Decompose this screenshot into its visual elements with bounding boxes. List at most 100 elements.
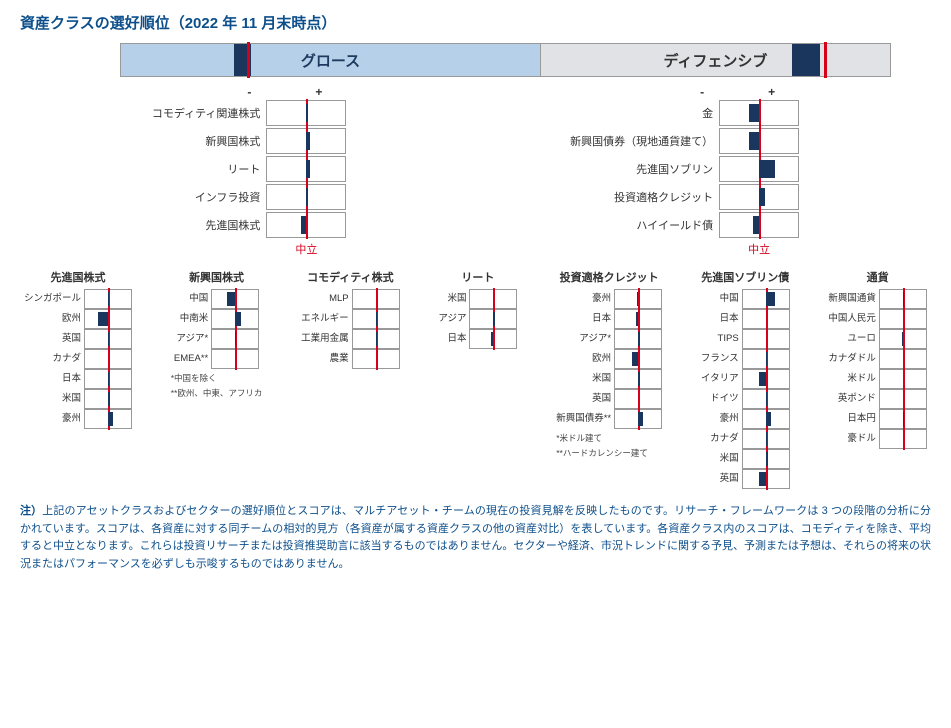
score-bar [902,332,903,346]
score-bar [491,332,493,346]
defensive-column: -+金新興国債券（現地通貨建て）先進国ソブリン投資適格クレジットハイイールド債中… [570,85,799,257]
score-bar [638,332,640,346]
score-bar [638,372,640,386]
panel-item-label: 英ポンド [828,389,876,409]
neutral-line [235,348,237,370]
panel-item-label: 工業用金属 [301,329,349,349]
score-cell [266,156,346,182]
plus-minus-header: -+ [700,85,775,99]
score-bar [903,292,904,306]
page-title: 資産クラスの選好順位（2022 年 11 月末時点） [20,12,931,33]
panel-item-label: 英国 [701,469,739,489]
panel-grid: 中国中南米アジア*EMEA** [174,289,259,369]
score-bar [98,312,108,326]
minus-label: - [700,85,704,99]
panel-grid: シンガポール欧州英国カナダ日本米国豪州 [24,289,132,429]
score-cell [211,349,259,369]
neutral-label: 中立 [266,241,346,257]
score-bar [903,412,904,426]
panel-title: 通貨 [867,269,889,285]
score-cell [84,329,132,349]
score-bar [759,188,765,206]
score-bar [759,160,775,178]
neutral-line [759,127,761,155]
score-bar [493,312,494,326]
score-bar [759,372,766,386]
minus-label: - [247,85,251,99]
score-bar [306,132,309,150]
panel-item-label: 中国人民元 [828,309,876,329]
panel-title: 先進国ソブリン債 [701,269,789,285]
panel-item-label: 英国 [556,389,611,409]
score-cell [742,429,790,449]
neutral-line [493,328,495,350]
neutral-line [376,288,378,310]
panel-item-label: ユーロ [828,329,876,349]
neutral-line [759,99,761,127]
panel-item-label: フランス [701,349,739,369]
asset-label: ハイイールド債 [636,217,719,233]
panel-cells [211,289,259,369]
score-cell [84,389,132,409]
panel-title: 先進国株式 [51,269,106,285]
panel-item-label: カナダドル [828,349,876,369]
top-defensive-segment: ディフェンシブ [540,43,891,77]
score-cell [84,369,132,389]
score-cell [879,429,927,449]
panel-labels: 豪州日本アジア*欧州米国英国新興国債券** [556,289,614,429]
score-cell [84,409,132,429]
asset-row: 投資適格クレジット [614,183,799,211]
score-cell [742,349,790,369]
defensive-red-marker [824,42,827,78]
panel-labels: シンガポール欧州英国カナダ日本米国豪州 [24,289,84,429]
score-cell [719,128,799,154]
panel-item-label: イタリア [701,369,739,389]
score-cell [352,309,400,329]
neutral-line [759,211,761,239]
panel-item-label: 日本円 [828,409,876,429]
score-bar [306,188,308,206]
detail-panel: 先進国株式シンガポール欧州英国カナダ日本米国豪州 [24,269,132,489]
asset-row: リート [227,155,346,183]
detail-panels: 先進国株式シンガポール欧州英国カナダ日本米国豪州新興国株式中国中南米アジア*EM… [24,269,927,489]
panel-item-label: 中国 [701,289,739,309]
panel-cells [84,289,132,429]
footnote-body: 上記のアセットクラスおよびセクターの選好順位とスコアは、マルチアセット・チームの… [20,505,931,570]
score-cell [719,156,799,182]
panel-item-label: 米国 [701,449,739,469]
score-cell [84,289,132,309]
detail-panel: 投資適格クレジット豪州日本アジア*欧州米国英国新興国債券***米ドル建て**ハー… [556,269,662,489]
asset-row: コモディティ関連株式 [152,99,347,127]
panel-item-label: アジア [438,309,466,329]
score-cell [614,409,662,429]
score-cell [742,369,790,389]
growth-column: -+コモディティ関連株式新興国株式リートインフラ投資先進国株式中立 [152,85,347,257]
asset-label: 先進国株式 [205,217,266,233]
neutral-line [306,211,308,239]
asset-label: リート [227,161,266,177]
score-bar [766,352,767,366]
detail-panel: コモディティ株式MLPエネルギー工業用金属農業 [301,269,400,489]
panel-grid: 新興国通貨中国人民元ユーロカナダドル米ドル英ポンド日本円豪ドル [828,289,927,449]
score-bar [235,312,241,326]
score-bar [766,392,767,406]
panel-item-label: 米国 [556,369,611,389]
plus-minus-header: -+ [247,85,322,99]
score-cell [266,212,346,238]
panel-cells [352,289,400,369]
neutral-line [903,388,905,410]
score-cell [469,309,517,329]
neutral-line [108,308,110,330]
score-bar [306,160,309,178]
asset-label: 投資適格クレジット [614,189,719,205]
panel-item-label: 米国 [24,389,81,409]
score-cell [469,289,517,309]
panel-footnote: *中国を除く [171,372,217,384]
asset-row: 新興国株式 [205,127,346,155]
score-bar [227,292,235,306]
neutral-line [638,388,640,410]
score-cell [352,349,400,369]
panel-labels: MLPエネルギー工業用金属農業 [301,289,352,369]
panel-item-label: 中南米 [174,309,208,329]
neutral-line [903,428,905,450]
